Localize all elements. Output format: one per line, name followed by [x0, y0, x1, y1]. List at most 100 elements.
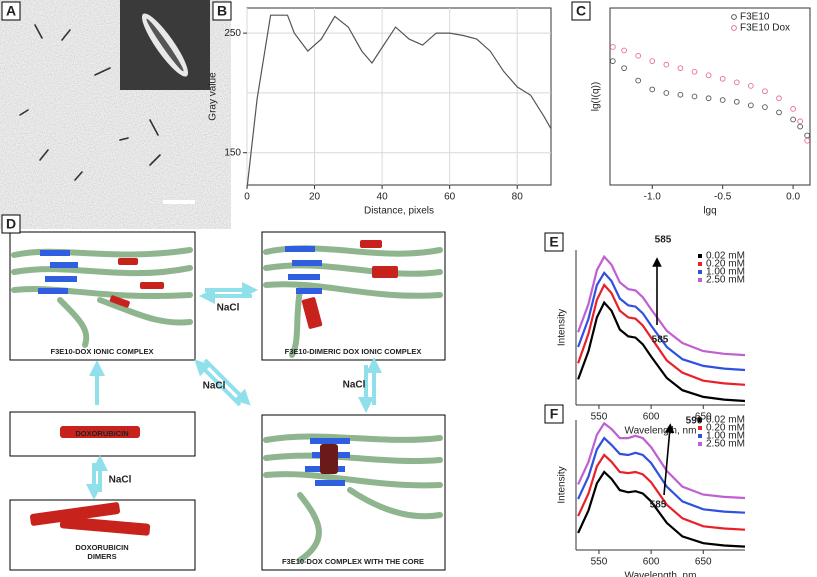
panel-label-box: [571, 1, 591, 21]
panel-label: C: [576, 3, 586, 19]
data-point: [609, 58, 616, 64]
data-point: [649, 58, 656, 64]
panel-label-box: [1, 1, 21, 21]
data-point: [635, 77, 642, 84]
node-label: DIMERS: [87, 552, 116, 561]
data-point: [635, 52, 642, 59]
data-point: [677, 91, 684, 98]
node-label: F3E10-DIMERIC DOX IONIC COMPLEX: [285, 347, 422, 356]
illustration: [263, 433, 443, 563]
arrows: [86, 282, 382, 500]
legend-marker: [698, 442, 702, 446]
data-point: [804, 132, 811, 139]
x-tick-label: 0.0: [786, 192, 800, 203]
legend-marker: [698, 254, 702, 258]
data-line: [577, 470, 746, 548]
x-tick-label: 550: [591, 557, 608, 568]
x-tick-label: 40: [377, 192, 389, 203]
y-axis-label: Intensity: [557, 309, 568, 346]
legend-marker: [698, 418, 702, 422]
data-point: [649, 86, 656, 93]
x-tick-label: 60: [444, 192, 456, 203]
legend-marker: [698, 434, 702, 438]
plot-frame: [609, 7, 811, 186]
panel-label-box: [544, 404, 564, 424]
x-axis-label: Wavelength, nm: [625, 426, 697, 437]
data-point: [762, 104, 768, 110]
x-tick-label: -0.5: [714, 192, 732, 203]
data-point: [790, 116, 796, 123]
annotation: 585: [652, 335, 669, 346]
panel-label-box: [212, 1, 232, 21]
data-line: [577, 421, 746, 500]
data-point: [747, 83, 754, 89]
legend-label: 0.02 mM: [706, 415, 745, 426]
data-line: [577, 300, 746, 403]
data-line: [246, 14, 552, 189]
x-tick-label: 600: [643, 412, 660, 423]
data-point: [691, 93, 698, 100]
node-label: DOXORUBICIN: [75, 543, 128, 552]
data-point: [663, 90, 670, 96]
data-point: [776, 95, 782, 102]
annotation: 590: [686, 416, 703, 427]
data-point: [621, 65, 627, 72]
node-label: DOXORUBICIN: [75, 429, 128, 438]
data-line: [577, 271, 746, 372]
data-point: [733, 98, 740, 105]
panel-label: D: [6, 216, 16, 232]
data-point: [705, 95, 712, 102]
x-axis-label: lgq: [703, 206, 716, 217]
legend-marker: [731, 25, 737, 31]
data-point: [691, 68, 698, 75]
x-tick-label: 20: [309, 192, 321, 203]
data-line: [577, 436, 746, 514]
data-point: [663, 61, 670, 68]
panel-label: F: [550, 406, 559, 422]
edge-label: NaCl: [343, 380, 366, 391]
node-label: F3E10-DOX IONIC COMPLEX: [51, 347, 154, 356]
legend-label: F3E10 Dox: [740, 23, 790, 34]
micrograph: [0, 0, 210, 208]
legend-marker: [731, 14, 737, 20]
molecule: [60, 426, 140, 438]
annotation: 585: [650, 500, 667, 511]
legend-marker: [698, 270, 702, 274]
data-point: [609, 44, 616, 50]
x-tick-label: 650: [695, 557, 712, 568]
data-point: [804, 137, 811, 144]
y-axis-label: Intensity: [557, 466, 568, 503]
data-line: [577, 453, 746, 531]
data-point: [776, 109, 782, 116]
legend-label: 2.50 mM: [706, 275, 745, 286]
legend-label: 0.20 mM: [706, 259, 745, 270]
edge-label: NaCl: [203, 381, 226, 392]
y-tick-label: 250: [224, 28, 241, 39]
legend-label: F3E10: [740, 12, 770, 23]
illustration: [11, 247, 193, 348]
x-axis-label: Wavelength, nm: [625, 571, 697, 577]
data-point: [790, 106, 796, 112]
data-point: [621, 47, 627, 54]
node-label: F3E10-DOX COMPLEX WITH THE CORE: [282, 557, 424, 566]
panel-label-box: [544, 232, 564, 252]
data-point: [797, 123, 803, 130]
data-line: [577, 254, 746, 357]
legend-label: 2.50 mM: [706, 439, 745, 450]
x-tick-label: -1.0: [644, 192, 662, 203]
data-point: [705, 72, 712, 79]
annotation: 585: [655, 235, 672, 246]
y-axis-label: lg(I(q)): [591, 82, 602, 111]
data-point: [762, 88, 768, 95]
diagram: [9, 231, 446, 571]
legend-label: 0.02 mM: [706, 251, 745, 262]
data-point: [719, 75, 726, 82]
edge-label: NaCl: [217, 303, 240, 314]
illustration: [263, 240, 443, 358]
annotation-arrow: [663, 423, 675, 496]
x-tick-label: 600: [643, 557, 660, 568]
panel-label-box: [1, 214, 21, 234]
molecule: [29, 502, 151, 536]
data-point: [719, 97, 726, 103]
